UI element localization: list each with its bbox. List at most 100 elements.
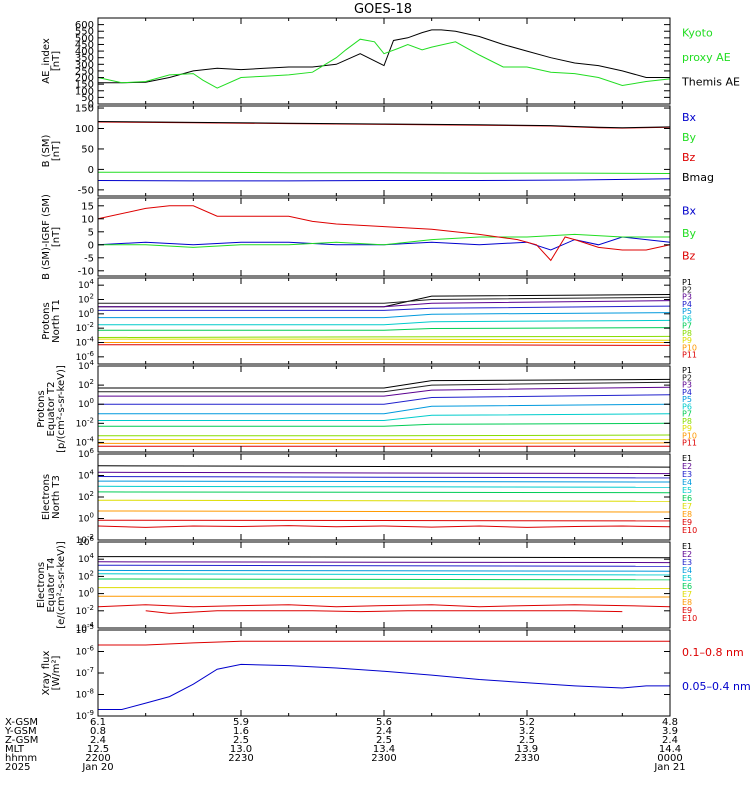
- series-line-bigrf-2: [98, 233, 670, 248]
- legend-item-pnt1-8: P8: [682, 329, 692, 338]
- legend-item-pnt1-6: P6: [682, 314, 692, 323]
- y-axis-label-line: Electrons: [41, 474, 52, 520]
- x-axis-row-label-2: Y-GSM: [4, 726, 37, 737]
- y-tick-label-bigrf-3: 5: [88, 227, 94, 238]
- x-axis-value-4-3: 2.5: [519, 735, 535, 746]
- x-axis-value-3-3: 2.5: [376, 735, 392, 746]
- panel-frame-eet4: [97, 541, 671, 629]
- x-axis-value-1-4: 12.5: [87, 744, 109, 755]
- y-tick-label-pnt1-5: 104: [78, 278, 94, 291]
- y-axis-label-line: Protons: [36, 390, 47, 427]
- y-axis-label-line: AE_index: [41, 38, 52, 84]
- y-axis-label-bsm: B (SM)[nT]: [41, 134, 62, 167]
- legend-item-eet4-3: E3: [682, 558, 692, 567]
- series-line-pnt1-9: [98, 338, 671, 341]
- x-axis-value-1-2: 0.8: [90, 726, 106, 737]
- legend-item-eet4-1: E1: [682, 542, 692, 551]
- legend-item-pnt1-10: P10: [682, 343, 697, 352]
- series-line-ent3-2: [97, 471, 671, 475]
- x-axis-value-3-5: 2300: [371, 753, 396, 764]
- series-line-pnt1-7: [98, 327, 671, 331]
- series-line-pnt1-1: [98, 294, 671, 308]
- y-tick-exponent: -6: [87, 350, 95, 358]
- y-tick-label-ae-6: 300: [75, 60, 94, 71]
- series-line-pet2-5: [98, 403, 671, 415]
- x-axis-value-2-3: 2.5: [233, 735, 249, 746]
- y-tick-label-eet4-2: 100: [78, 587, 94, 600]
- legend-item-pnt1-2: P2: [682, 285, 692, 294]
- legend-item-eet4-5: E5: [682, 574, 692, 583]
- y-tick-exponent: 4: [90, 359, 95, 367]
- x-axis-value-5-4: 14.4: [659, 744, 681, 755]
- y-tick-label-xray-3: 10-6: [76, 645, 95, 658]
- y-tick-exponent: -2: [87, 533, 94, 541]
- panel-bigrf: -10 -5 0 5 10 15 B (SM)-IGRF (SM)[nT] Bx By Bz: [41, 194, 697, 280]
- series-line-ent3-10: [97, 525, 671, 528]
- legend-item-ent3-3: E3: [682, 470, 692, 479]
- legend-item-bigrf-1: Bx: [682, 205, 697, 218]
- panel-bsm: -50 0 50 100 150 B (SM)[nT] Bx By Bz Bmag: [41, 104, 714, 197]
- panel-frame-ae: [97, 17, 671, 105]
- x-axis-value-1-3: 2.4: [90, 735, 106, 746]
- y-tick-label-bigrf-2: 0: [88, 240, 94, 251]
- legend-item-pet2-7: P7: [682, 410, 692, 419]
- y-tick-exponent: -4: [87, 336, 95, 344]
- series-line-pnt1-4: [98, 305, 671, 311]
- legend-item-bsm-3: Bz: [682, 151, 696, 164]
- y-tick-label-ae-8: 400: [75, 47, 94, 58]
- x-axis-value-4-4: 13.9: [516, 744, 538, 755]
- series-line-pnt1-6: [98, 319, 671, 326]
- y-axis-label-line: [nT]: [51, 51, 62, 71]
- y-tick-label-xray-1: 10-8: [76, 688, 94, 701]
- legend-item-eet4-7: E7: [682, 590, 692, 599]
- y-tick-label-pet2-2: 100: [78, 397, 94, 410]
- legend-item-ent3-9: E9: [682, 518, 692, 527]
- y-tick-exponent: -2: [87, 416, 94, 424]
- x-axis-row-label-6: 2025: [5, 762, 30, 773]
- legend-item-pnt1-5: P5: [682, 307, 692, 316]
- legend-item-ae-3: Themis AE: [681, 76, 740, 89]
- y-tick-exponent: 4: [90, 278, 95, 286]
- y-tick-label-pnt1-3: 100: [78, 307, 94, 320]
- x-axis-value-5-3: 2.4: [662, 735, 678, 746]
- series-line-bigrf-3: [97, 205, 671, 262]
- legend-item-pnt1-3: P3: [682, 293, 692, 302]
- y-axis-label-line: Protons: [41, 302, 52, 339]
- x-axis-value-3-4: 13.4: [373, 744, 395, 755]
- x-axis-value-3-2: 2.4: [376, 726, 392, 737]
- y-tick-label-bsm-4: 150: [75, 104, 94, 115]
- y-tick-label-bigrf-4: 10: [81, 214, 94, 225]
- legend-item-bigrf-2: By: [682, 227, 697, 240]
- y-tick-label-bsm-3: 100: [75, 124, 94, 135]
- y-axis-label-line: Equator T2: [46, 382, 57, 437]
- legend-item-eet4-6: E6: [682, 582, 692, 591]
- legend-item-pet2-4: P4: [682, 388, 692, 397]
- x-axis-value-3-1: 5.6: [376, 717, 392, 728]
- series-line-bsm-2: [98, 171, 671, 174]
- legend-item-bsm-1: Bx: [682, 111, 697, 124]
- panel-frame-bsm: [97, 105, 671, 197]
- y-tick-exponent: 2: [90, 569, 94, 577]
- y-tick-label-pnt1-1: 10-4: [76, 336, 95, 349]
- series-line-pnt1-8: [97, 335, 671, 338]
- y-axis-label-ae: AE_index[nT]: [41, 38, 62, 84]
- y-axis-label-line: North T3: [51, 475, 62, 519]
- y-axis-label-line: North T1: [51, 299, 62, 343]
- series-line-pet2-1: [98, 378, 671, 389]
- series-line-pet2-4: [98, 394, 671, 405]
- series-line-bsm-1: [97, 178, 671, 182]
- y-tick-label-ae-2: 100: [75, 86, 94, 97]
- series-line-pnt1-2: [98, 296, 671, 304]
- series-line-pnt1-5: [98, 312, 671, 319]
- series-line-ae-2: [97, 38, 671, 89]
- series-line-ae-1: [98, 29, 670, 84]
- x-axis-value-5-1: 4.8: [662, 717, 678, 728]
- y-tick-label-ent3-1: 100: [78, 512, 94, 525]
- legend-item-pet2-9: P9: [682, 424, 692, 433]
- y-axis-label-line: [p/(cm²-s-sr-keV)]: [56, 365, 67, 453]
- legend-item-xray-1: 0.1–0.8 nm: [682, 646, 744, 659]
- series-line-ent3-8: [97, 510, 671, 513]
- series-line-ent3-6: [97, 491, 671, 494]
- y-tick-label-ent3-3: 104: [78, 469, 94, 482]
